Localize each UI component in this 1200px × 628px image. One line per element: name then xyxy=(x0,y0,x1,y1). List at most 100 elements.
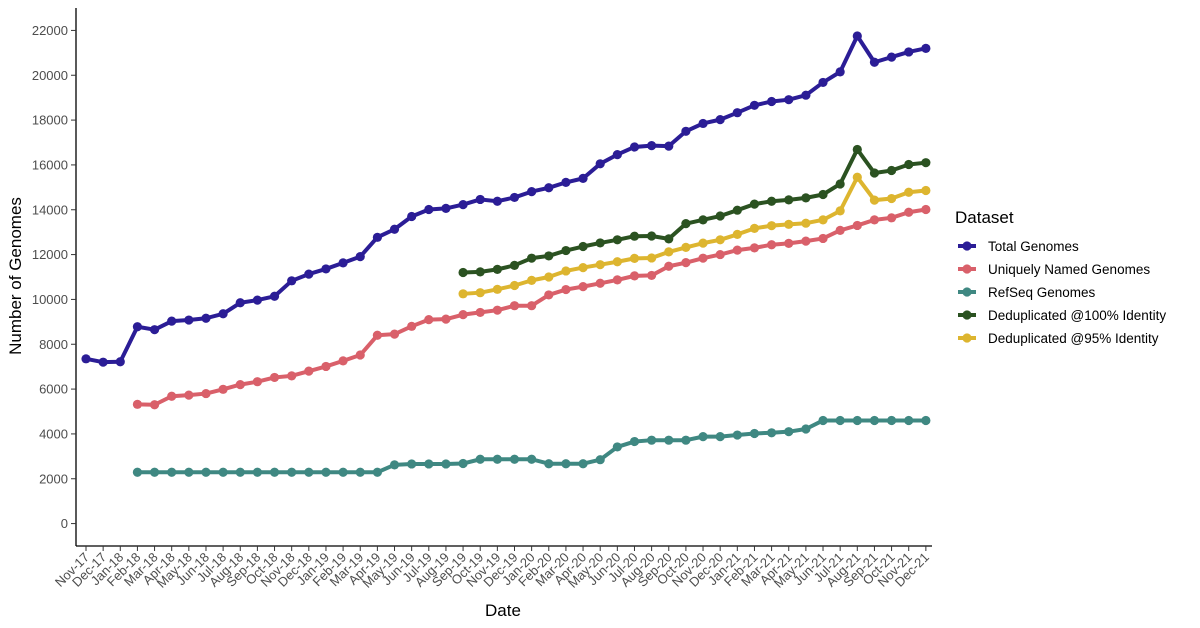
data-point xyxy=(801,193,811,203)
data-point xyxy=(132,399,143,409)
data-point xyxy=(664,261,674,271)
data-point xyxy=(458,458,468,469)
data-point xyxy=(612,442,622,452)
data-point xyxy=(527,454,537,464)
data-point xyxy=(921,204,931,215)
data-point xyxy=(835,206,845,216)
data-point xyxy=(578,241,588,252)
data-point xyxy=(904,207,914,217)
data-point xyxy=(921,415,931,426)
data-point xyxy=(664,234,674,244)
data-point xyxy=(544,251,554,261)
data-point xyxy=(184,315,194,325)
data-point xyxy=(544,290,554,300)
data-point xyxy=(921,158,931,168)
data-point xyxy=(629,253,640,263)
x-axis-ticks: Nov-17Dec-17Jan-18Feb-18Mar-18Apr-18May-… xyxy=(52,546,932,591)
data-point xyxy=(424,204,434,215)
data-point xyxy=(458,267,468,278)
data-point xyxy=(355,467,365,477)
data-point xyxy=(749,199,760,209)
y-axis-title: Number of Genomes xyxy=(6,197,25,355)
data-point xyxy=(749,428,760,439)
data-point xyxy=(201,467,211,477)
x-axis-title: Date xyxy=(485,601,521,620)
data-point xyxy=(852,144,862,155)
data-point xyxy=(698,215,708,225)
data-point xyxy=(149,325,160,335)
data-point xyxy=(904,187,914,197)
series-group xyxy=(81,31,931,367)
data-point xyxy=(458,289,468,299)
y-tick-label: 6000 xyxy=(39,382,68,397)
data-point xyxy=(732,205,742,215)
data-point xyxy=(698,238,708,248)
data-point xyxy=(304,269,314,279)
y-tick-label: 0 xyxy=(61,516,68,531)
legend-key-point xyxy=(962,287,972,297)
legend-key-point xyxy=(962,310,972,320)
data-point xyxy=(664,247,674,257)
legend-item: RefSeq Genomes xyxy=(958,285,1096,300)
data-point xyxy=(595,260,605,270)
data-point xyxy=(321,467,331,477)
data-point xyxy=(389,224,400,234)
y-tick-label: 8000 xyxy=(39,337,68,352)
data-point xyxy=(681,126,691,136)
y-tick-label: 20000 xyxy=(32,68,68,83)
data-point xyxy=(235,467,245,477)
data-point xyxy=(784,195,794,205)
data-point xyxy=(612,235,622,245)
data-point xyxy=(852,415,862,426)
data-point xyxy=(612,150,622,160)
series-group xyxy=(132,204,931,410)
data-point xyxy=(595,455,605,465)
data-point xyxy=(818,77,828,88)
data-point xyxy=(321,361,331,372)
data-point xyxy=(561,245,571,256)
data-point xyxy=(784,219,794,229)
data-point xyxy=(801,90,811,100)
data-point xyxy=(852,172,862,182)
legend-title: Dataset xyxy=(955,208,1014,227)
data-point xyxy=(355,350,365,360)
data-point xyxy=(801,424,811,434)
data-point xyxy=(647,231,657,241)
data-point xyxy=(647,253,657,263)
data-point xyxy=(749,100,760,110)
data-point xyxy=(904,159,914,170)
data-point xyxy=(749,243,760,253)
data-point xyxy=(527,301,537,311)
data-point xyxy=(767,221,777,231)
series-group xyxy=(458,144,931,278)
data-point xyxy=(355,252,365,262)
data-point xyxy=(886,193,897,204)
data-point xyxy=(818,215,828,225)
data-point xyxy=(527,275,537,285)
data-point xyxy=(818,233,828,244)
data-point xyxy=(167,391,177,401)
data-point xyxy=(561,177,571,187)
data-point xyxy=(149,400,160,410)
data-point xyxy=(767,96,777,107)
data-point xyxy=(218,467,228,477)
data-point xyxy=(544,272,554,282)
data-point xyxy=(664,435,674,445)
y-tick-label: 18000 xyxy=(32,113,68,128)
data-point xyxy=(252,295,262,305)
data-point xyxy=(767,240,777,250)
data-point xyxy=(544,183,554,193)
data-point xyxy=(835,179,845,189)
data-point xyxy=(886,165,897,176)
data-point xyxy=(372,232,382,242)
data-point xyxy=(201,313,211,323)
legend-label: RefSeq Genomes xyxy=(988,285,1096,300)
data-point xyxy=(407,459,417,469)
legend-label: Uniquely Named Genomes xyxy=(988,262,1150,277)
data-point xyxy=(132,322,143,332)
data-point xyxy=(767,196,777,206)
y-tick-label: 4000 xyxy=(39,426,68,441)
data-point xyxy=(475,288,485,298)
data-point xyxy=(801,218,811,228)
